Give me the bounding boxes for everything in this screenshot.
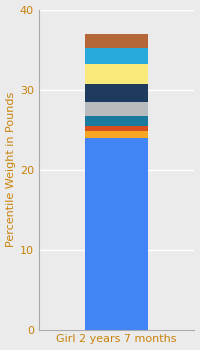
Bar	[85, 34, 148, 48]
Bar	[85, 102, 148, 116]
Bar	[85, 84, 148, 102]
Bar	[85, 116, 148, 126]
Bar	[85, 131, 148, 138]
Bar	[85, 64, 148, 84]
Bar	[85, 48, 148, 64]
Y-axis label: Percentile Weight in Pounds: Percentile Weight in Pounds	[6, 92, 16, 247]
Bar	[85, 138, 148, 330]
Bar	[85, 126, 148, 131]
